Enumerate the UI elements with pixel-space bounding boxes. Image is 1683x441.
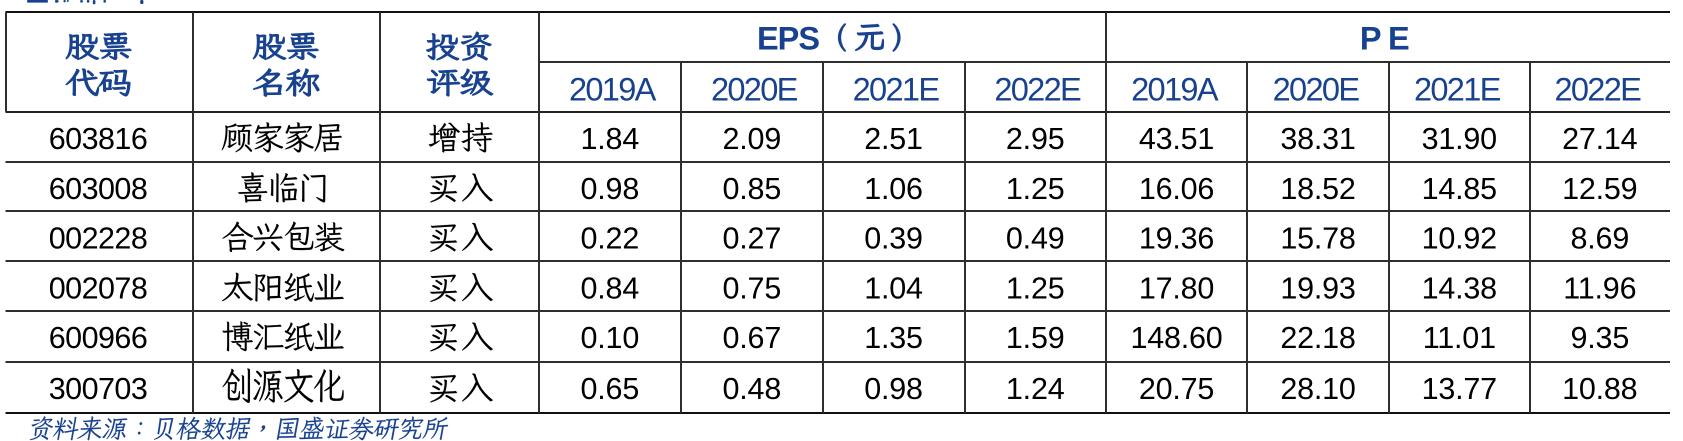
svg-text:603816: 603816: [49, 122, 147, 156]
svg-text:12.59: 12.59: [1562, 172, 1637, 206]
svg-text:11.01: 11.01: [1423, 321, 1496, 355]
svg-text:0.65: 0.65: [581, 372, 640, 406]
svg-text:10.88: 10.88: [1562, 372, 1637, 406]
svg-text:0.49: 0.49: [1006, 222, 1065, 256]
svg-text:10.92: 10.92: [1422, 222, 1497, 256]
svg-text:148.60: 148.60: [1130, 321, 1222, 355]
svg-text:2020E: 2020E: [1273, 71, 1360, 108]
svg-text:2020E: 2020E: [711, 71, 798, 108]
svg-text:002228: 002228: [49, 222, 147, 256]
svg-text:17.80: 17.80: [1139, 272, 1214, 306]
svg-text:EPS: EPS: [757, 21, 819, 57]
svg-text:2021E: 2021E: [1414, 71, 1501, 108]
svg-text:1.59: 1.59: [1006, 321, 1065, 355]
svg-text:9.35: 9.35: [1571, 321, 1630, 355]
svg-text:19.93: 19.93: [1280, 272, 1355, 306]
svg-text:0.27: 0.27: [723, 222, 782, 256]
svg-text:0.85: 0.85: [723, 172, 782, 206]
svg-text:15.78: 15.78: [1280, 222, 1355, 256]
svg-text:18.52: 18.52: [1280, 172, 1355, 206]
svg-text:0.10: 0.10: [581, 321, 640, 355]
svg-text:1.25: 1.25: [1006, 172, 1065, 206]
svg-text:2.95: 2.95: [1006, 122, 1065, 156]
svg-text:2019A: 2019A: [1131, 71, 1219, 108]
svg-text:0.39: 0.39: [864, 222, 923, 256]
svg-text:2019A: 2019A: [569, 71, 657, 108]
svg-text:0.67: 0.67: [723, 321, 782, 355]
svg-text:603008: 603008: [49, 172, 147, 206]
svg-text:600966: 600966: [49, 321, 147, 355]
svg-text:0.98: 0.98: [864, 372, 923, 406]
svg-text:14.85: 14.85: [1422, 172, 1497, 206]
svg-text:300703: 300703: [49, 372, 147, 406]
svg-text:19.36: 19.36: [1139, 222, 1214, 256]
svg-text:14.38: 14.38: [1422, 272, 1497, 306]
svg-text:11.96: 11.96: [1563, 272, 1636, 306]
svg-text:1.24: 1.24: [1006, 372, 1065, 406]
svg-text:1.35: 1.35: [864, 321, 923, 355]
svg-text:1.06: 1.06: [864, 172, 923, 206]
svg-text:0.22: 0.22: [581, 222, 640, 256]
svg-text:2021E: 2021E: [853, 71, 940, 108]
svg-text:20.75: 20.75: [1139, 372, 1214, 406]
svg-text:31.90: 31.90: [1422, 122, 1497, 156]
svg-text:1.04: 1.04: [864, 272, 923, 306]
svg-text:0.98: 0.98: [581, 172, 640, 206]
svg-text:16.06: 16.06: [1139, 172, 1214, 206]
svg-text:2.51: 2.51: [864, 122, 923, 156]
svg-text:2.09: 2.09: [723, 122, 782, 156]
svg-text:28.10: 28.10: [1280, 372, 1355, 406]
svg-text:1.25: 1.25: [1006, 272, 1065, 306]
svg-text:2022E: 2022E: [994, 71, 1081, 108]
svg-text:002078: 002078: [49, 272, 147, 306]
svg-text:0.48: 0.48: [723, 372, 782, 406]
svg-text:1.84: 1.84: [581, 122, 640, 156]
svg-text:38.31: 38.31: [1280, 122, 1355, 156]
svg-text:2022E: 2022E: [1554, 71, 1641, 108]
svg-text:8.69: 8.69: [1571, 222, 1630, 256]
svg-text:27.14: 27.14: [1562, 122, 1638, 156]
svg-text:0.84: 0.84: [581, 272, 640, 306]
svg-text:43.51: 43.51: [1139, 122, 1214, 156]
svg-text:22.18: 22.18: [1280, 321, 1355, 355]
svg-text:0.75: 0.75: [723, 272, 782, 306]
svg-text:PE: PE: [1360, 21, 1416, 57]
svg-text:13.77: 13.77: [1422, 372, 1497, 406]
